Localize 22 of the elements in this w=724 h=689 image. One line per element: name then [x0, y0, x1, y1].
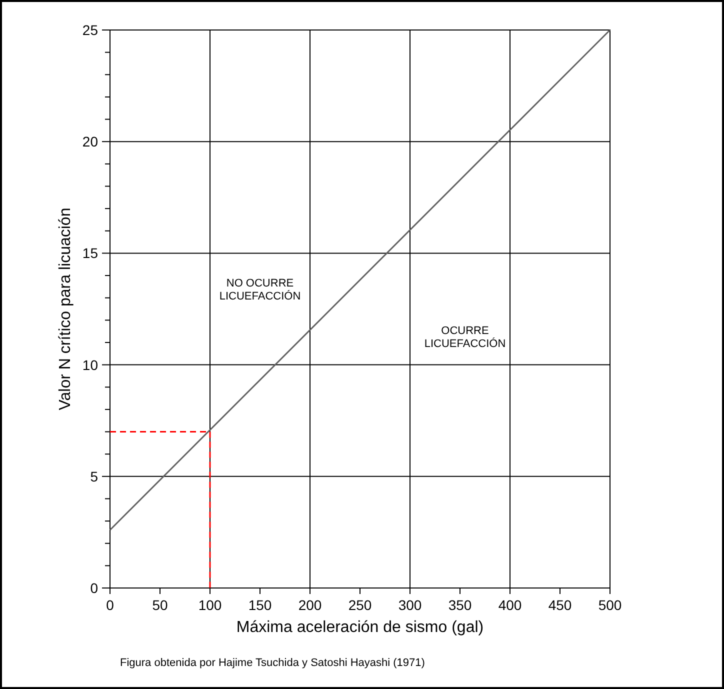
x-tick-label: 250: [348, 597, 372, 613]
x-tick-label: 300: [398, 597, 422, 613]
annotation: NO OCURRE LICUEFACCIÓN: [219, 278, 301, 303]
x-tick-label: 0: [106, 597, 114, 613]
y-tick-label: 25: [82, 22, 98, 38]
y-tick-label: 0: [90, 580, 98, 596]
y-tick-label: 15: [82, 245, 98, 262]
x-tick-label: 100: [198, 597, 222, 613]
annotation: OCURRE LICUEFACCIÓN: [424, 325, 506, 350]
text: Figura obtenida por Hajime Tsuchida y Satoshi Hayashi (1971): [120, 657, 425, 669]
y-axis-title: Valor N crítico para licuación: [57, 208, 74, 410]
x-tick-label: 350: [448, 597, 472, 613]
x-tick-label: 450: [548, 597, 572, 613]
x-tick-label: 500: [598, 597, 622, 613]
x-tick-label: 150: [248, 597, 272, 613]
x-tick-label: 400: [498, 597, 522, 613]
y-tick-label: 5: [90, 468, 98, 484]
x-tick-label: 200: [298, 597, 322, 613]
y-tick-label: 20: [82, 134, 98, 150]
x-tick-label: 50: [152, 597, 168, 613]
y-tick-label: 10: [82, 356, 98, 373]
x-axis-title: Máxima aceleración de sismo (gal): [236, 619, 484, 636]
